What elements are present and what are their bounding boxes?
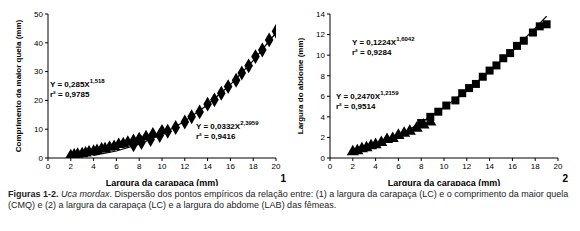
svg-text:8: 8 bbox=[137, 162, 142, 171]
svg-text:0: 0 bbox=[39, 154, 44, 163]
svg-text:20: 20 bbox=[272, 162, 281, 171]
html-text:Y = 0,0332X2,3959: Y = 0,0332X2,3959 bbox=[196, 120, 259, 131]
html-text:Y = 0,285X1,518: Y = 0,285X1,518 bbox=[50, 78, 105, 89]
svg-text:6: 6 bbox=[321, 92, 326, 101]
svg-text:2: 2 bbox=[69, 162, 74, 171]
svg-text:16: 16 bbox=[226, 162, 235, 171]
html-text:2: 2 bbox=[562, 173, 568, 184]
svg-text:0: 0 bbox=[328, 162, 333, 171]
svg-text:4: 4 bbox=[91, 162, 96, 171]
svg-text:20: 20 bbox=[34, 96, 43, 105]
svg-text:50: 50 bbox=[34, 10, 43, 19]
svg-text:10: 10 bbox=[440, 162, 449, 171]
svg-text:14: 14 bbox=[485, 162, 494, 171]
svg-text:18: 18 bbox=[531, 162, 540, 171]
svg-text:30: 30 bbox=[34, 67, 43, 76]
svg-text:10: 10 bbox=[34, 125, 43, 134]
svg-text:0: 0 bbox=[321, 154, 326, 163]
svg-text:10: 10 bbox=[316, 51, 325, 60]
html-text:r² = 0,9284: r² = 0,9284 bbox=[352, 47, 392, 57]
html-text:1: 1 bbox=[280, 173, 286, 184]
svg-text:14: 14 bbox=[316, 10, 325, 19]
svg-text:0: 0 bbox=[46, 162, 51, 171]
svg-text:18: 18 bbox=[249, 162, 258, 171]
html-text:r² = 0,9785: r² = 0,9785 bbox=[50, 89, 90, 99]
svg-text:10: 10 bbox=[158, 162, 167, 171]
svg-text:4: 4 bbox=[321, 113, 326, 122]
svg-text:16: 16 bbox=[508, 162, 517, 171]
html-text:Figuras 1-2. Uca mordax. Dispe: Figuras 1-2. Uca mordax. Dispersão dos p… bbox=[8, 189, 569, 210]
svg-text:20: 20 bbox=[554, 162, 563, 171]
svg-text:6: 6 bbox=[114, 162, 119, 171]
svg-text:4: 4 bbox=[373, 162, 378, 171]
svg-text:12: 12 bbox=[180, 162, 189, 171]
svg-text:6: 6 bbox=[396, 162, 401, 171]
html-text:r² = 0,9416: r² = 0,9416 bbox=[196, 131, 236, 141]
svg-text:12: 12 bbox=[462, 162, 471, 171]
html-text:Y = 0,1224X1,6042: Y = 0,1224X1,6042 bbox=[352, 36, 415, 47]
svg-text:8: 8 bbox=[419, 162, 424, 171]
svg-text:14: 14 bbox=[203, 162, 212, 171]
svg-text:12: 12 bbox=[316, 30, 325, 39]
svg-text:40: 40 bbox=[34, 39, 43, 48]
svg-text:2: 2 bbox=[351, 162, 356, 171]
svg-text:Largura do abdome (mm): Largura do abdome (mm) bbox=[296, 37, 305, 134]
svg-text:Comprimento da maior quela (mm: Comprimento da maior quela (mm) bbox=[14, 19, 23, 152]
html-text:r² = 0,9514: r² = 0,9514 bbox=[336, 101, 376, 111]
html-text:Y = 0,2470X1,2159: Y = 0,2470X1,2159 bbox=[336, 90, 399, 101]
svg-text:Largura da carapaça (mm): Largura da carapaça (mm) bbox=[106, 178, 219, 186]
svg-text:2: 2 bbox=[321, 133, 326, 142]
svg-text:Largura da carapaça (mm): Largura da carapaça (mm) bbox=[388, 178, 501, 186]
svg-text:8: 8 bbox=[321, 72, 326, 81]
